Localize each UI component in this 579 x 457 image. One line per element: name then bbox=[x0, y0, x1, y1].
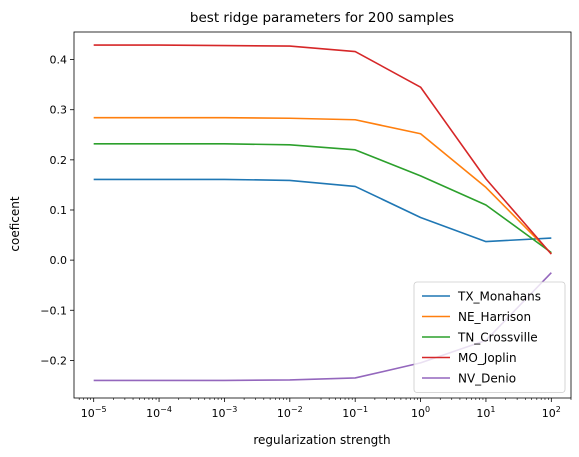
chart-title: best ridge parameters for 200 samples bbox=[190, 10, 454, 26]
legend: TX_Monahans NE_Harrison TN_Crossville MO_Jo… bbox=[413, 281, 566, 393]
y-tick-label: −0.1 bbox=[40, 304, 67, 317]
legend-label: NV_Denio bbox=[458, 372, 516, 386]
legend-box bbox=[413, 281, 566, 393]
y-tick-label: 0.0 bbox=[50, 254, 68, 267]
y-tick-label: 0.4 bbox=[50, 54, 68, 67]
x-tick-label: 10−3 bbox=[212, 405, 238, 420]
x-axis-ticks: 10−5 10−4 10−3 10−2 10−1 100 101 102 bbox=[78, 398, 572, 420]
plot-frame bbox=[73, 31, 572, 399]
x-tick-label: 10−1 bbox=[342, 405, 368, 420]
y-axis-ticks: −0.2 −0.1 0.0 0.1 0.2 0.3 0.4 bbox=[40, 54, 74, 367]
legend-label: TN_Crossville bbox=[457, 331, 538, 345]
plot-lines bbox=[93, 44, 552, 382]
y-tick-label: −0.2 bbox=[40, 354, 67, 367]
y-tick-label: 0.1 bbox=[50, 204, 68, 217]
x-tick-label: 10−4 bbox=[146, 405, 172, 420]
x-tick-label: 100 bbox=[411, 405, 430, 420]
x-tick-label: 101 bbox=[476, 405, 495, 420]
y-tick-label: 0.3 bbox=[50, 104, 68, 117]
series-line-MO_Joplin bbox=[93, 44, 552, 255]
x-tick-label: 10−2 bbox=[277, 405, 303, 420]
legend-label: TX_Monahans bbox=[457, 290, 541, 304]
y-axis-title: coeficent bbox=[8, 196, 22, 251]
legend-label: MO_Joplin bbox=[458, 351, 517, 365]
series-line-TN_Crossville bbox=[93, 143, 552, 254]
series-line-TX_Monahans bbox=[93, 178, 552, 243]
x-axis-title: regularization strength bbox=[253, 433, 390, 447]
x-tick-label: 102 bbox=[542, 405, 561, 420]
legend-label: NE_Harrison bbox=[458, 310, 531, 324]
series-line-NE_Harrison bbox=[93, 116, 552, 255]
x-tick-label: 10−5 bbox=[81, 405, 107, 420]
y-tick-label: 0.2 bbox=[50, 154, 68, 167]
